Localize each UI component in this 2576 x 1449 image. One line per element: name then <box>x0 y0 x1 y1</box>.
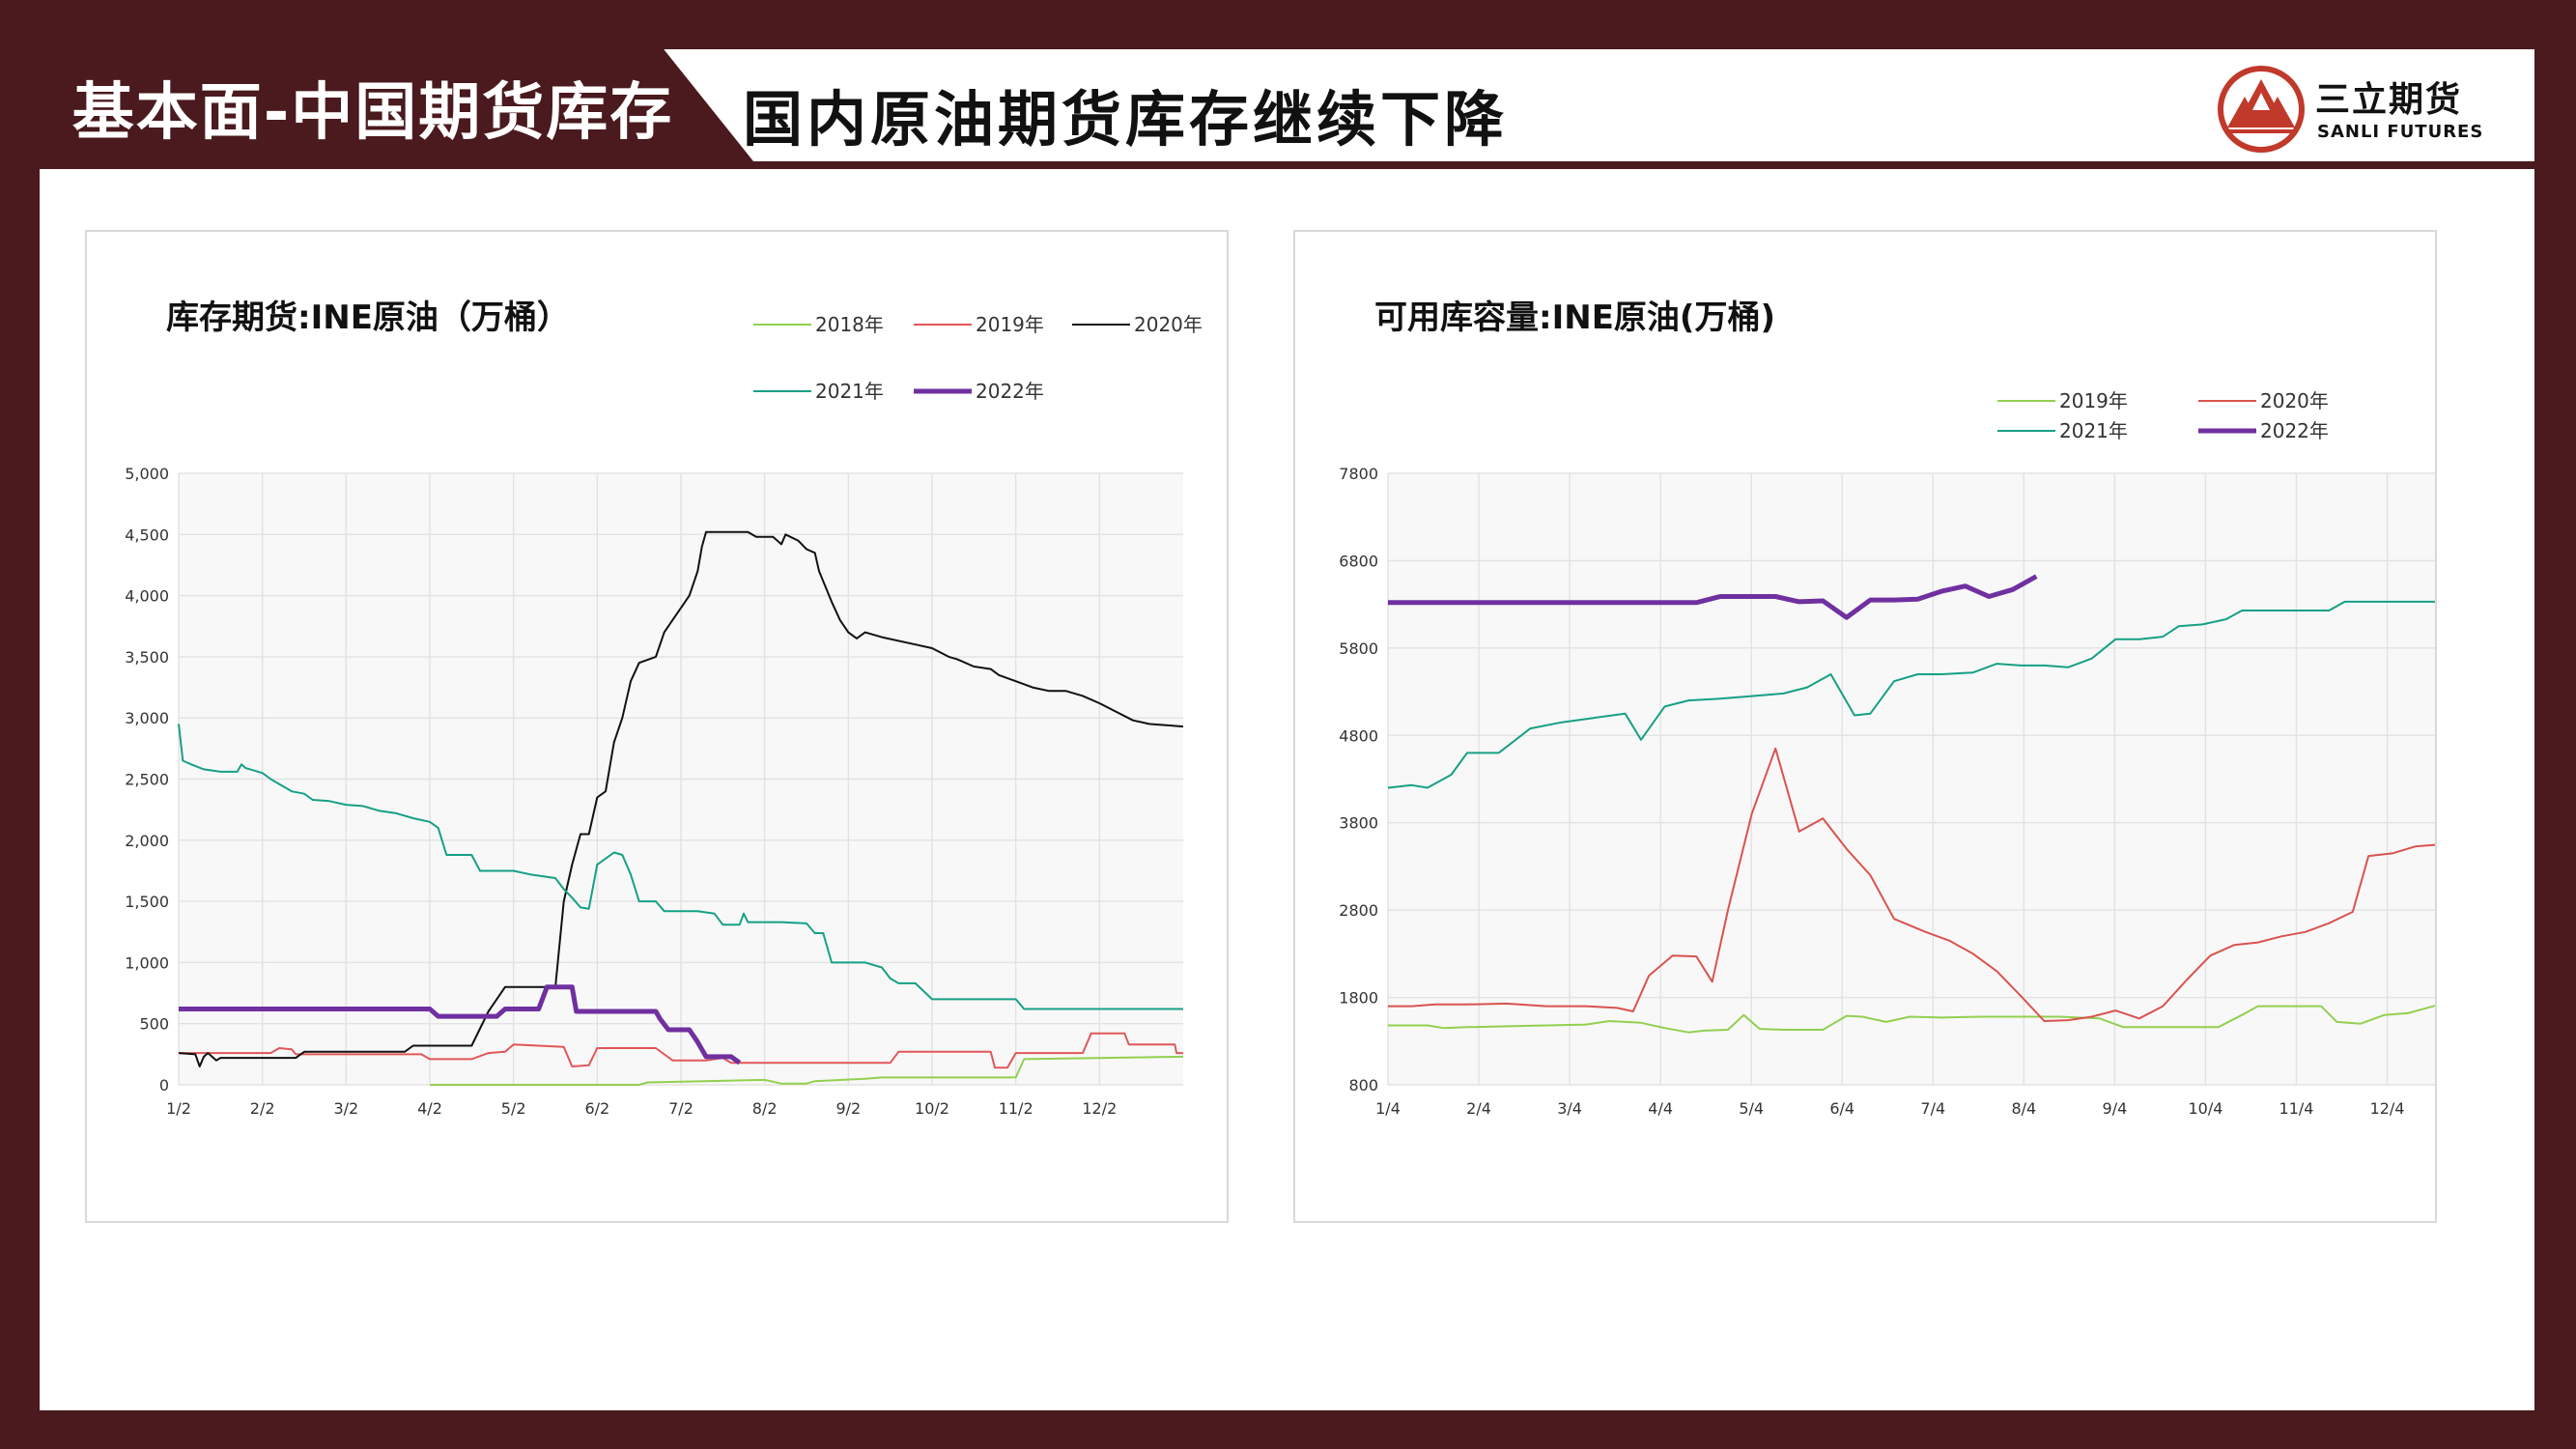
logo-name-en: SANLI FUTURES <box>2317 122 2484 142</box>
y-tick-label: 500 <box>139 1015 169 1034</box>
series-line-2018年 <box>430 1055 1184 1086</box>
legend-label: 2019年 <box>976 313 1044 336</box>
legend-label: 2020年 <box>1134 313 1203 336</box>
y-tick-label: 6800 <box>1339 552 1378 570</box>
x-tick-label: 3/2 <box>333 1099 358 1118</box>
x-tick-label: 4/2 <box>417 1099 442 1118</box>
x-tick-label: 6/4 <box>1829 1099 1854 1118</box>
x-tick-label: 6/2 <box>584 1099 609 1118</box>
legend-label: 2021年 <box>815 380 884 403</box>
x-tick-label: 9/2 <box>835 1099 861 1118</box>
x-tick-label: 2/2 <box>250 1099 275 1118</box>
plot-area <box>1388 473 2435 1085</box>
y-tick-label: 3800 <box>1339 814 1378 833</box>
chart-panel-available-capacity: 可用库容量:INE原油(万桶) 800 1800 2800 3800 4800 5800 68… <box>1293 230 2437 1223</box>
available-capacity-chart: 可用库容量:INE原油(万桶) 800 1800 2800 3800 4800 5800 68… <box>1339 298 2435 1118</box>
y-tick-label: 4,000 <box>125 587 169 606</box>
x-tick-label: 12/4 <box>2370 1099 2405 1118</box>
series-line-2020年 <box>1388 747 2435 1022</box>
y-tick-label: 4,500 <box>125 526 169 544</box>
x-tick-label: 5/2 <box>501 1099 526 1118</box>
x-tick-label: 10/4 <box>2188 1099 2222 1118</box>
legend-label: 2021年 <box>2059 419 2128 442</box>
logo-name-cn: 三立期货 <box>2315 80 2463 120</box>
y-tick-label: 0 <box>159 1076 169 1094</box>
legend-label: 2022年 <box>976 380 1044 403</box>
slide: 基本面-中国期货库存 国内原油期货库存继续下降 三立期货 SANLI FUTUR… <box>0 48 2534 1410</box>
mountain-logo-icon <box>2218 66 2305 153</box>
series-line-2021年 <box>178 724 1183 1010</box>
page-title: 国内原油期货库存继续下降 <box>743 84 1509 155</box>
y-tick-label: 1,000 <box>125 953 169 972</box>
section-label: 基本面-中国期货库存 <box>71 77 674 149</box>
series-line-2019年 <box>179 1032 1183 1069</box>
series-line-2019年 <box>1388 1005 2435 1034</box>
y-tick-label: 5,000 <box>125 465 169 483</box>
x-tick-label: 2/4 <box>1466 1099 1491 1118</box>
y-tick-label: 800 <box>1348 1076 1378 1094</box>
legend-label: 2019年 <box>2059 389 2128 412</box>
y-tick-label: 3,000 <box>125 709 169 727</box>
logo: 三立期货 SANLI FUTURES <box>2216 64 2505 156</box>
legend-label: 2018年 <box>815 313 884 336</box>
x-tick-label: 9/4 <box>2103 1099 2128 1118</box>
legend-label: 2020年 <box>2260 389 2329 412</box>
x-tick-label: 1/2 <box>166 1099 191 1118</box>
y-tick-label: 2,500 <box>125 771 169 789</box>
x-tick-label: 7/2 <box>668 1099 694 1118</box>
chart-title: 库存期货:INE原油（万桶） <box>166 298 570 337</box>
x-tick-label: 5/4 <box>1739 1099 1764 1118</box>
series-line-2020年 <box>178 530 1184 1067</box>
y-tick-label: 2800 <box>1339 901 1378 920</box>
header-bar: 基本面-中国期货库存 国内原油期货库存继续下降 三立期货 SANLI FUTUR… <box>0 48 2534 169</box>
ine-inventory-chart: 库存期货:INE原油（万桶） 0 500 1,000 1,500 2,000 2,500 3,… <box>125 298 1203 1118</box>
section-tab <box>0 48 753 161</box>
y-tick-label: 5800 <box>1339 639 1378 658</box>
y-tick-label: 2,000 <box>125 832 169 850</box>
y-tick-label: 4800 <box>1339 726 1378 745</box>
y-tick-label: 1,500 <box>125 893 169 911</box>
x-tick-label: 12/2 <box>1082 1099 1117 1118</box>
y-tick-label: 3,500 <box>125 648 169 667</box>
x-tick-label: 8/2 <box>752 1099 778 1118</box>
series-line-2021年 <box>1387 600 2435 789</box>
series-line-2022年 <box>1388 574 2038 620</box>
x-tick-label: 1/4 <box>1375 1099 1401 1118</box>
series-line-2022年 <box>179 984 742 1065</box>
x-tick-label: 11/2 <box>999 1099 1033 1118</box>
x-tick-label: 11/4 <box>2279 1099 2314 1118</box>
x-tick-label: 10/2 <box>915 1099 949 1118</box>
x-tick-label: 4/4 <box>1648 1099 1673 1118</box>
y-tick-label: 1800 <box>1339 989 1378 1008</box>
chart-title: 可用库容量:INE原油(万桶) <box>1374 298 1775 337</box>
x-tick-label: 3/4 <box>1557 1099 1582 1118</box>
y-tick-label: 7800 <box>1339 465 1378 483</box>
chart-panel-ine-inventory: 库存期货:INE原油（万桶） 0 500 1,000 1,500 2,000 2,500 3,… <box>85 230 1229 1223</box>
x-tick-label: 7/4 <box>1920 1099 1945 1118</box>
legend-label: 2022年 <box>2260 419 2329 442</box>
x-tick-label: 8/4 <box>2011 1099 2036 1118</box>
